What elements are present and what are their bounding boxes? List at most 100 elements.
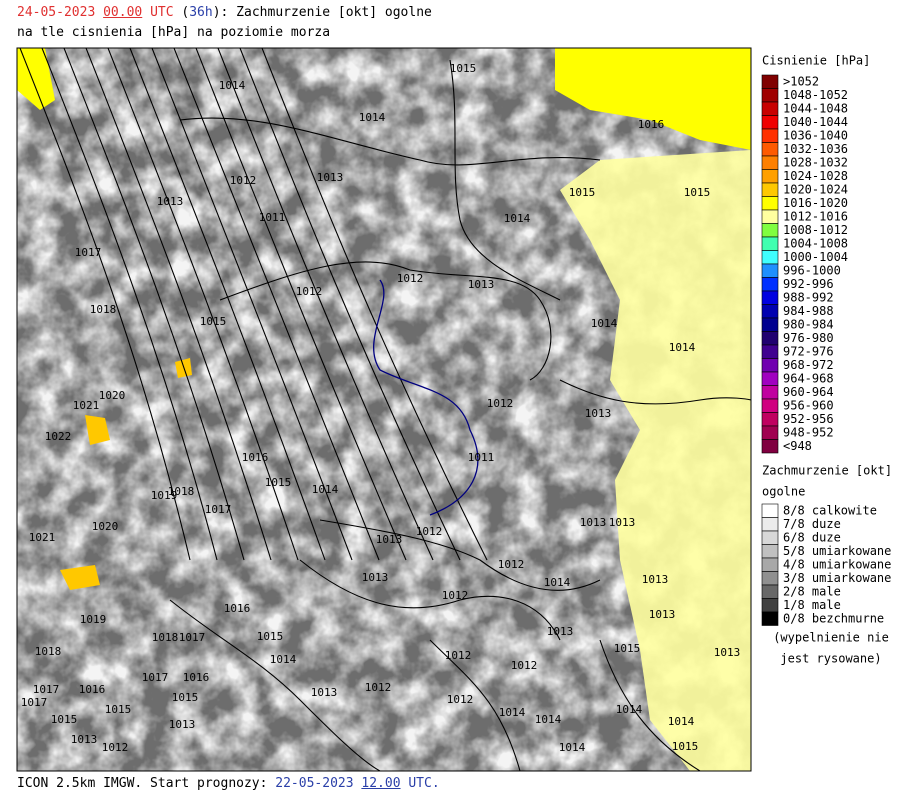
legend-label: 1004-1008 [783, 237, 848, 251]
isobar-label: 1014 [219, 79, 246, 92]
isobar-label: 1017 [179, 631, 206, 644]
legend-label: 1012-1016 [783, 210, 848, 224]
legend-swatch [761, 439, 779, 454]
isobar-label: 1021 [73, 399, 100, 412]
legend-swatch [761, 611, 779, 626]
legend-label: 5/8 umiarkowane [783, 544, 891, 558]
legend-label: 1048-1052 [783, 88, 848, 102]
isobar-label: 1015 [684, 186, 711, 199]
legend-swatch [761, 155, 779, 170]
title-rest: ): Zachmurzenie [okt] ogolne [212, 5, 432, 20]
isobar-label: 1013 [609, 516, 636, 529]
legend-label: 980-984 [783, 318, 834, 332]
isobar-label: 1013 [714, 646, 741, 659]
isobar-label: 1013 [311, 686, 338, 699]
isobar-label: 1021 [29, 531, 56, 544]
legend-swatch [761, 331, 779, 346]
legend-label: 6/8 duze [783, 531, 841, 545]
legend-swatch [761, 530, 779, 545]
title-zone: UTC [150, 5, 174, 20]
legend-label: 988-992 [783, 291, 834, 305]
legend-label: <948 [783, 439, 812, 453]
isobar-label: 1014 [312, 483, 339, 496]
legend-swatch [761, 236, 779, 251]
isobar-label: 1017 [21, 696, 48, 709]
footer-date: 22-05-2023 [275, 776, 354, 791]
legend-label: 1/8 male [783, 598, 841, 612]
isobar-label: 1012 [445, 649, 472, 662]
legend-label: 960-964 [783, 385, 834, 399]
isobar-label: 1013 [547, 625, 574, 638]
legend-swatch [761, 544, 779, 559]
isobar-label: 1013 [169, 718, 196, 731]
isobar-label: 1012 [511, 659, 538, 672]
legend-label: 984-988 [783, 304, 834, 318]
isobar-label: 1014 [559, 741, 586, 754]
isobar-label: 1014 [270, 653, 297, 666]
legend-swatch [761, 358, 779, 373]
isobar [151, 48, 353, 561]
legend-swatch [761, 371, 779, 386]
isobar-label: 1016 [183, 671, 210, 684]
legend-label: 1016-1020 [783, 196, 848, 210]
isobar-label: 1012 [447, 693, 474, 706]
legend-swatch [761, 263, 779, 278]
legend-swatch [761, 128, 779, 143]
isobar-label: 1013 [642, 573, 669, 586]
subtitle: na tle cisnienia [hPa] na poziomie morza [17, 25, 331, 40]
legend-label: 956-960 [783, 399, 834, 413]
isobar-label: 1012 [230, 174, 257, 187]
legend-label: 1020-1024 [783, 183, 848, 197]
legend-swatch [761, 209, 779, 224]
isobar [107, 48, 299, 561]
isobar-label: 1015 [265, 476, 292, 489]
isobar [219, 261, 552, 381]
legend-label: 1028-1032 [783, 156, 848, 170]
legend-swatch [761, 304, 779, 319]
legend-label: 948-952 [783, 426, 834, 440]
isobar-label: 1013 [376, 533, 403, 546]
legend-swatch [761, 598, 779, 613]
legend-swatch [761, 290, 779, 305]
legend-subtitle: ogolne [762, 485, 805, 499]
isobar [261, 48, 488, 561]
isobar-label: 1016 [638, 118, 665, 131]
legend-label: 4/8 umiarkowane [783, 558, 891, 572]
title-hour: 00.00 [103, 5, 143, 20]
isobar-label: 1017 [75, 246, 102, 259]
legend-label: 1024-1028 [783, 169, 848, 183]
legend-label: 8/8 calkowite [783, 504, 877, 518]
legend-label: 7/8 duze [783, 517, 841, 531]
legend-label: 1044-1048 [783, 102, 848, 116]
legend-label: 972-976 [783, 345, 834, 359]
legend-label: 1036-1040 [783, 129, 848, 143]
legend-label: 2/8 male [783, 585, 841, 599]
legend-title: Cisnienie [hPa] [762, 54, 870, 68]
legend-swatch [761, 277, 779, 292]
title: 24-05-2023 00.00 UTC (36h): Zachmurzenie… [17, 5, 432, 20]
isobar-label: 1012 [416, 525, 443, 538]
isobar-label: 1013 [580, 516, 607, 529]
isobar-label: 1014 [499, 706, 526, 719]
isobar [239, 48, 461, 561]
isobar-label: 1015 [105, 703, 132, 716]
footer-hour: 12.00 [361, 776, 401, 791]
legend-label: 1032-1036 [783, 142, 848, 156]
legend-swatch [761, 584, 779, 599]
legend-swatch [761, 517, 779, 532]
isobar-label: 1012 [397, 272, 424, 285]
isobar-label: 1012 [102, 741, 129, 754]
isobar-label: 1018 [152, 631, 179, 644]
isobar [599, 639, 701, 771]
title-paren: ( [181, 5, 190, 20]
isobar-label: 1012 [365, 681, 392, 694]
legend-swatch [761, 115, 779, 130]
footer-model: ICON 2.5km IMGW. Start prognozy: [17, 776, 268, 791]
legend-swatch [761, 385, 779, 400]
legend-swatch [761, 74, 779, 89]
isobar-label: 1014 [591, 317, 618, 330]
isobar-label: 1013 [71, 733, 98, 746]
legend-swatch [761, 223, 779, 238]
